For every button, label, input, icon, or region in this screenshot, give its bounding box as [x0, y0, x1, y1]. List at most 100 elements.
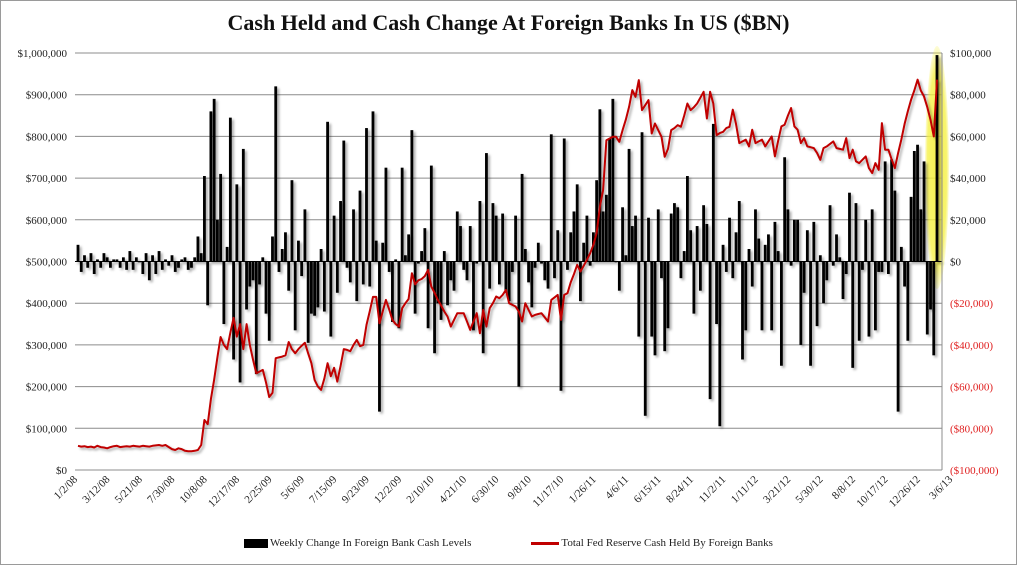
- bar-weekly-change: [812, 221, 816, 262]
- bar-weekly-change: [173, 261, 177, 272]
- bar-weekly-change: [121, 257, 125, 262]
- bar-weekly-change: [783, 157, 787, 262]
- bar-weekly-change: [462, 261, 466, 270]
- bar-weekly-change: [728, 217, 731, 262]
- legend-swatch-line: [531, 541, 560, 545]
- bar-weekly-change: [585, 215, 589, 262]
- bar-weekly-change: [925, 261, 929, 335]
- bar-weekly-change: [134, 257, 138, 262]
- bar-weekly-change: [485, 153, 488, 262]
- bar-weekly-change: [147, 261, 151, 281]
- bar-weekly-change: [284, 232, 287, 262]
- x-axis-tick-label: 2/10/10: [404, 473, 437, 506]
- x-axis-tick-label: 3/21/12: [761, 474, 793, 506]
- bar-weekly-change: [734, 232, 738, 262]
- bar-weekly-change: [912, 150, 916, 262]
- bar-weekly-change: [332, 215, 336, 262]
- bar-weekly-change: [883, 161, 887, 262]
- bar-weekly-change: [329, 261, 333, 337]
- x-axis-tick-label: 4/21/10: [437, 473, 470, 506]
- x-axis-tick-label: 5/30/12: [793, 474, 825, 506]
- bar-weekly-change: [679, 261, 683, 279]
- bar-weekly-change: [643, 261, 647, 416]
- bar-weekly-change: [258, 261, 261, 285]
- bar-weekly-change: [478, 201, 482, 262]
- bar-weekly-change: [598, 109, 602, 262]
- x-axis-tick-label: 6/15/11: [632, 474, 664, 506]
- bar-weekly-change: [309, 261, 313, 314]
- bar-weekly-change: [112, 259, 116, 262]
- bar-weekly-change: [763, 244, 767, 262]
- bar-weekly-change: [481, 261, 485, 354]
- bar-weekly-change: [79, 261, 83, 272]
- bar-weekly-change: [316, 261, 320, 308]
- bar-weekly-change: [893, 190, 897, 262]
- x-axis-tick-label: 7/15/09: [307, 473, 340, 506]
- bar-weekly-change: [754, 209, 757, 262]
- bar-weekly-change: [303, 209, 307, 262]
- bar-weekly-change: [128, 251, 132, 262]
- bar-weekly-change: [449, 261, 453, 281]
- bar-weekly-change: [507, 261, 511, 302]
- bar-weekly-change: [838, 257, 842, 262]
- bar-weekly-change: [335, 261, 339, 293]
- bar-weekly-change: [271, 236, 274, 262]
- bar-weekly-change: [569, 232, 573, 262]
- bar-weekly-change: [413, 261, 417, 314]
- left-axis-tick-label: $600,000: [26, 215, 68, 227]
- bar-weekly-change: [682, 251, 686, 262]
- bar-weekly-change: [906, 261, 910, 341]
- bar-weekly-change: [702, 205, 706, 262]
- x-axis-tick-label: 8/24/11: [664, 474, 696, 506]
- x-axis-tick-label: 3/12/08: [80, 473, 113, 506]
- bar-weekly-change: [705, 223, 709, 262]
- bar-weekly-change: [144, 253, 148, 262]
- bar-weekly-change: [786, 209, 790, 262]
- bar-weekly-change: [695, 226, 699, 262]
- bar-weekly-change: [222, 261, 226, 325]
- right-axis-tick-label: $60,000: [950, 131, 986, 143]
- bar-weekly-change: [617, 261, 621, 291]
- bar-weekly-change: [109, 261, 112, 268]
- bar-weekly-change: [932, 261, 936, 356]
- bar-weekly-change: [857, 261, 861, 341]
- left-axis-tick-label: $1,000,000: [18, 48, 68, 60]
- bar-weekly-change: [423, 228, 427, 262]
- bar-weekly-change: [167, 261, 171, 266]
- bar-weekly-change: [780, 261, 783, 366]
- bar-weekly-change: [760, 261, 764, 331]
- bar-weekly-change: [776, 251, 780, 262]
- bar-weekly-change: [909, 196, 913, 262]
- bar-weekly-change: [400, 167, 404, 262]
- bar-weekly-change: [384, 167, 388, 262]
- bar-weekly-change: [692, 261, 696, 314]
- bar-weekly-change: [491, 203, 495, 262]
- bar-weekly-change: [154, 261, 158, 275]
- bar-weekly-change: [89, 253, 93, 262]
- legend-swatch-bar: [244, 538, 269, 548]
- bar-weekly-change: [896, 261, 900, 412]
- bar-weekly-change: [848, 192, 851, 262]
- bar-weekly-change: [475, 261, 479, 264]
- bar-weekly-change: [562, 138, 566, 262]
- bar-weekly-change: [254, 261, 258, 375]
- bar-weekly-change: [520, 173, 524, 262]
- bar-weekly-change: [773, 221, 777, 262]
- x-axis-tick-label: 5/6/09: [279, 473, 308, 502]
- bar-weekly-change: [650, 261, 654, 337]
- bar-weekly-change: [637, 261, 641, 337]
- bar-weekly-change: [261, 257, 265, 262]
- bar-weekly-change: [468, 226, 472, 262]
- right-axis-tick-label: ($80,000): [950, 423, 993, 435]
- bar-weekly-change: [828, 205, 832, 262]
- bar-weekly-change: [416, 261, 420, 264]
- bar-weekly-change: [199, 253, 203, 262]
- bar-weekly-change: [245, 261, 248, 310]
- bar-weekly-change: [540, 261, 543, 264]
- chart-legend: Weekly Change In Foreign Bank Cash Level…: [0, 537, 1017, 549]
- bar-weekly-change: [916, 144, 919, 262]
- bar-weekly-change: [796, 219, 800, 262]
- bar-weekly-change: [235, 184, 239, 262]
- bar-weekly-change: [595, 180, 599, 262]
- bar-weekly-change: [157, 251, 161, 262]
